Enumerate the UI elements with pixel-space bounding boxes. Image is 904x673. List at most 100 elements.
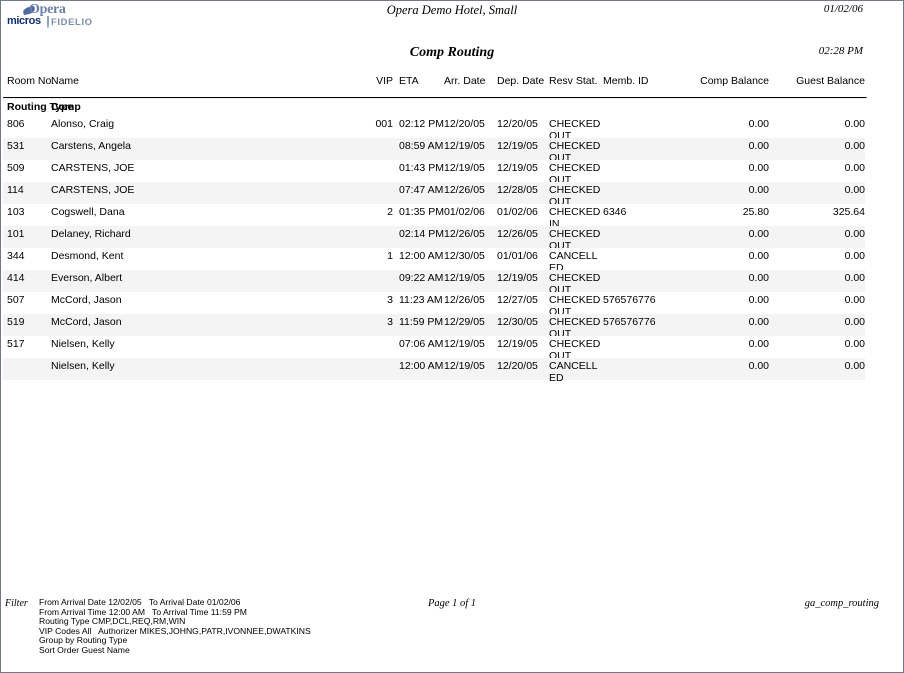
cell-guest-balance: 0.00: [844, 118, 865, 130]
cell-name: Carstens, Angela: [51, 140, 131, 152]
cell-memb-id: 6346: [603, 206, 627, 218]
cell-resv-stat: CHECKED OUT: [549, 140, 601, 164]
cell-eta: 08:59 AM: [399, 140, 444, 152]
cell-guest-balance: 0.00: [844, 338, 865, 350]
filter-label: Filter: [5, 598, 28, 609]
cell-guest-balance: 0.00: [844, 184, 865, 196]
group-value: Comp: [51, 101, 81, 113]
cell-arr-date: 12/29/05: [444, 316, 485, 328]
report-id: ga_comp_routing: [804, 598, 879, 609]
cell-guest-balance: 0.00: [844, 162, 865, 174]
report-time: 02:28 PM: [818, 45, 863, 57]
cell-room-no: 114: [7, 184, 24, 196]
cell-eta: 09:22 AM: [399, 272, 444, 284]
cell-name: Everson, Albert: [51, 272, 123, 284]
cell-comp-balance: 0.00: [748, 228, 769, 240]
cell-arr-date: 12/26/05: [444, 228, 485, 240]
cell-room-no: 517: [7, 338, 25, 350]
cell-name: Alonso, Craig: [51, 118, 115, 130]
header-rule: [3, 97, 867, 99]
table-row: 103 Cogswell, Dana 2 01:35 PM 01/02/06 01/02/…: [3, 204, 865, 229]
opera-wordmark: Opera: [29, 2, 66, 17]
cell-guest-balance: 0.00: [844, 316, 865, 328]
cell-eta: 11:59 PM: [399, 316, 444, 328]
cell-eta: 07:47 AM: [399, 184, 444, 196]
table-column-headers: Room No. Name VIP ETA Arr. Date Dep. Dat…: [3, 73, 865, 97]
cell-room-no: 531: [7, 140, 25, 152]
table-body: 806 Alonso, Craig 001 02:12 PM 12/20/05 12/20…: [3, 116, 865, 383]
cell-comp-balance: 0.00: [748, 250, 769, 262]
cell-dep-date: 01/01/06: [497, 250, 538, 262]
cell-memb-id: 576576776: [603, 316, 656, 328]
cell-dep-date: 12/27/05: [497, 294, 538, 306]
cell-guest-balance: 0.00: [844, 228, 865, 240]
column-header-room-no: Room No.: [7, 75, 55, 87]
cell-room-no: 101: [7, 228, 25, 240]
cell-name: Nielsen, Kelly: [51, 338, 115, 350]
cell-room-no: 344: [7, 250, 25, 262]
table-row: 507 McCord, Jason 3 11:23 AM 12/26/05 12/27/0…: [3, 292, 865, 317]
cell-comp-balance: 0.00: [748, 140, 769, 152]
column-header-vip: VIP: [376, 75, 393, 87]
cell-arr-date: 12/19/05: [444, 360, 485, 372]
cell-guest-balance: 0.00: [844, 294, 865, 306]
table-row: 509 CARSTENS, JOE 01:43 PM 12/19/05 12/19/05…: [3, 160, 865, 185]
cell-dep-date: 12/20/05: [497, 118, 538, 130]
cell-comp-balance: 0.00: [748, 338, 769, 350]
table-row: 517 Nielsen, Kelly 07:06 AM 12/19/05 12/19/0…: [3, 336, 865, 361]
group-label: Routing Type: [7, 101, 74, 113]
filter-criteria: From Arrival Date 12/02/05 To Arrival Da…: [39, 597, 311, 655]
column-header-arr-date: Arr. Date: [444, 75, 486, 87]
cell-arr-date: 12/19/05: [444, 140, 485, 152]
cell-eta: 02:14 PM: [399, 228, 444, 240]
column-header-resv-stat: Resv Stat.: [549, 75, 598, 87]
column-header-eta: ETA: [399, 75, 419, 87]
cell-vip: 001: [375, 118, 393, 130]
cell-room-no: 519: [7, 316, 25, 328]
fidelio-wordmark: FIDELIO: [51, 17, 93, 28]
cell-comp-balance: 0.00: [748, 294, 769, 306]
cell-comp-balance: 0.00: [748, 316, 769, 328]
cell-name: McCord, Jason: [51, 316, 122, 328]
cell-dep-date: 01/02/06: [497, 206, 538, 218]
cell-room-no: 806: [7, 118, 25, 130]
cell-name: CARSTENS, JOE: [51, 184, 135, 196]
cell-arr-date: 12/20/05: [444, 118, 485, 130]
column-header-guest-balance: Guest Balance: [796, 75, 865, 87]
table-row: Nielsen, Kelly 12:00 AM 12/19/05 12/20/05 CA…: [3, 358, 865, 383]
cell-resv-stat: CHECKED OUT: [549, 162, 601, 186]
cell-guest-balance: 0.00: [844, 272, 865, 284]
cell-resv-stat: CANCELL ED: [549, 250, 598, 274]
cell-eta: 12:00 AM: [399, 360, 444, 372]
cell-guest-balance: 325.64: [832, 206, 865, 218]
cell-comp-balance: 0.00: [748, 360, 769, 372]
column-header-name: Name: [51, 75, 80, 87]
cell-eta: 11:23 AM: [399, 294, 443, 306]
cell-arr-date: 12/26/05: [444, 294, 485, 306]
cell-arr-date: 12/30/05: [444, 250, 485, 262]
cell-comp-balance: 0.00: [748, 184, 769, 196]
cell-comp-balance: 0.00: [748, 162, 769, 174]
cell-name: McCord, Jason: [51, 294, 122, 306]
table-row: 344 Desmond, Kent 1 12:00 AM 12/30/05 01/01/0…: [3, 248, 865, 273]
cell-arr-date: 01/02/06: [444, 206, 485, 218]
column-header-dep-date: Dep. Date: [497, 75, 545, 87]
cell-comp-balance: 25.80: [742, 206, 769, 218]
cell-vip: 1: [387, 250, 393, 262]
cell-eta: 02:12 PM: [399, 118, 444, 130]
cell-eta: 07:06 AM: [399, 338, 444, 350]
report-title: Comp Routing: [409, 45, 495, 60]
cell-room-no: 103: [7, 206, 25, 218]
micros-fidelio-opera-logo: Opera micros FIDELIO: [7, 2, 93, 33]
table-row: 114 CARSTENS, JOE 07:47 AM 12/26/05 12/28/05…: [3, 182, 865, 207]
cell-name: CARSTENS, JOE: [51, 162, 135, 174]
cell-comp-balance: 0.00: [748, 118, 769, 130]
cell-resv-stat: CHECKED OUT: [549, 316, 601, 340]
cell-dep-date: 12/19/05: [497, 272, 538, 284]
cell-eta: 01:43 PM: [399, 162, 444, 174]
cell-resv-stat: CHECKED OUT: [549, 338, 601, 362]
cell-room-no: 509: [7, 162, 25, 174]
cell-comp-balance: 0.00: [748, 272, 769, 284]
cell-resv-stat: CANCELL ED: [549, 360, 598, 384]
